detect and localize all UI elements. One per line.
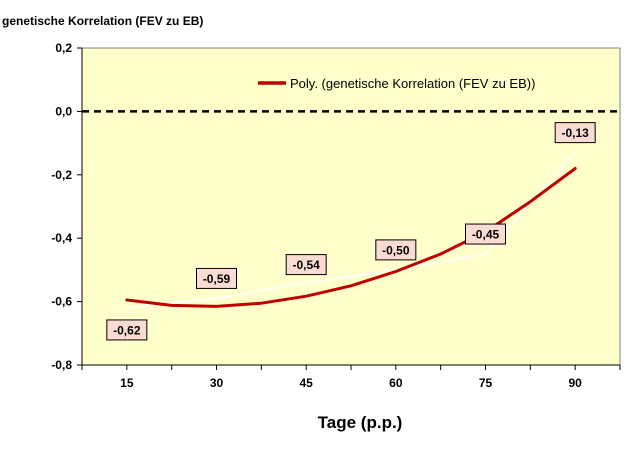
poly-trendline — [125, 167, 577, 308]
x-tick-label: 30 — [210, 376, 224, 390]
y-tick-label: 0,0 — [55, 104, 72, 118]
x-tick-label: 90 — [568, 376, 582, 390]
y-tick-label: -0,4 — [51, 231, 72, 245]
data-label: -0,50 — [382, 243, 410, 257]
x-tick-label: 45 — [299, 376, 313, 390]
data-label-box — [465, 223, 506, 245]
y-tick-label: -0,8 — [51, 358, 72, 372]
data-label: -0,59 — [203, 272, 231, 286]
data-label: -0,54 — [292, 258, 320, 272]
data-label-box — [106, 319, 148, 341]
data-label-box — [554, 122, 596, 144]
data-label-box — [196, 267, 237, 289]
x-tick-label: 60 — [389, 376, 403, 390]
y-axis-title: genetische Korrelation (FEV zu EB) — [2, 14, 204, 28]
data-label: -0,45 — [472, 228, 500, 242]
x-axis-title: Tage (p.p.) — [317, 413, 403, 432]
x-tick-label: 15 — [120, 376, 134, 390]
data-label: -0,13 — [561, 126, 589, 140]
plot-area — [81, 47, 621, 366]
x-tick-label: 75 — [479, 376, 493, 390]
y-tick-label: -0,2 — [51, 168, 72, 182]
data-label-box — [285, 254, 327, 276]
y-tick-label: -0,6 — [51, 295, 72, 309]
legend-label: Poly. (genetische Korrelation (FEV zu EB… — [290, 76, 535, 91]
data-label: -0,62 — [113, 323, 141, 337]
data-label-box — [375, 239, 417, 261]
y-tick-label: 0,2 — [55, 41, 72, 55]
